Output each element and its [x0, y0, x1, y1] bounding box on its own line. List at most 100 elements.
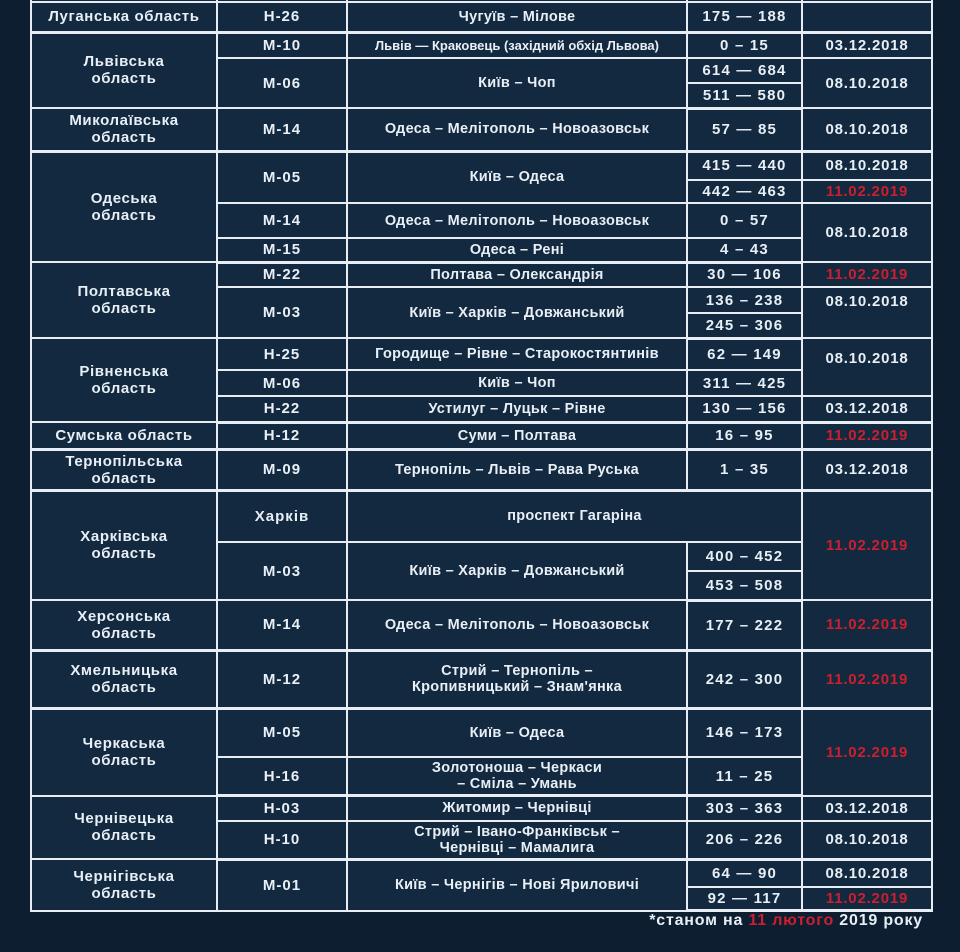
date-cell: 08.10.2018 [801, 286, 933, 339]
km-range-cell: 400 – 452 [686, 541, 803, 572]
km-range-cell: 16 – 95 [686, 421, 803, 451]
km-range-cell: 175 — 188 [686, 1, 803, 34]
road-code-cell: Н-26 [216, 1, 348, 34]
date-cell: 03.12.2018 [801, 794, 933, 822]
km-range-cell: 11 – 25 [686, 756, 803, 797]
road-code-cell: М-09 [216, 448, 348, 492]
table-row: Рівненська область Н-25 Городище – Рівне… [30, 337, 933, 423]
table-row: Хмельницька область М-12 Стрий – Тернопі… [30, 649, 933, 710]
route-cell: Київ – Чернігів – Нові Яриловичі [346, 858, 688, 912]
km-range-cell: 0 – 57 [686, 202, 803, 239]
km-range-cell: 245 – 306 [686, 312, 803, 340]
km-range-cell: 136 – 238 [686, 286, 803, 314]
date-cell: 11.02.2019 [801, 886, 933, 912]
footnote: *станом на 11 лютого 2019 року [649, 912, 923, 930]
road-code-cell: М-06 [216, 57, 348, 109]
route-cell: Київ – Одеса [346, 707, 688, 758]
region-cell: Чернігівська область [30, 858, 218, 912]
table-row: Полтавська область М-22 Полтава – Олекса… [30, 261, 933, 339]
table-row: Луганська область Н-26 Чугуїв – Мілове 1… [30, 1, 933, 34]
route-cell: Київ – Одеса [346, 150, 688, 204]
region-cell: Львівська область [30, 31, 218, 109]
date-cell [801, 1, 933, 34]
road-code-cell: М-01 [216, 858, 348, 912]
route-cell: Суми – Полтава [346, 421, 688, 451]
road-code-cell: М-03 [216, 286, 348, 339]
road-repair-table: Луганська область Н-26 Чугуїв – Мілове 1… [30, 0, 933, 912]
table-row: Черкаська область М-05 Київ – Одеса 146 … [30, 707, 933, 797]
table-row: 442 — 463 11.02.2019 [31, 179, 933, 204]
region-cell: Сумська область [30, 421, 218, 451]
km-range-cell: 1 – 35 [686, 448, 803, 492]
road-code-cell: Н-25 [216, 337, 348, 371]
table-row: М-03 Київ – Харків – Довжанський 136 – 2… [31, 286, 933, 339]
km-range-cell: 511 — 580 [686, 82, 803, 110]
km-range-cell: 242 – 300 [686, 649, 803, 710]
date-cell: 08.10.2018 [801, 150, 933, 181]
table-row: Харківська область Харків проспект Гагар… [30, 489, 933, 601]
km-range-cell: 64 — 90 [686, 858, 803, 888]
table-row: 245 – 306 [31, 312, 932, 340]
road-code-cell: М-22 [216, 261, 348, 288]
route-cell: Стрий – Івано-Франківськ – Чернівці – Ма… [346, 819, 688, 861]
km-range-cell: 0 – 15 [686, 31, 803, 59]
km-range-cell: 4 – 43 [686, 237, 803, 264]
footnote-suffix: 2019 року [834, 912, 923, 929]
km-range-cell: 311 — 425 [686, 369, 803, 397]
route-cell: Київ – Харків – Довжанський [346, 541, 688, 601]
km-range-cell: 57 — 85 [686, 107, 803, 153]
table-row: Чернігівська область М-01 Київ – Чернігі… [30, 858, 933, 912]
road-code-cell: М-03 [216, 541, 348, 601]
km-range-cell: 442 — 463 [686, 179, 803, 204]
table-row: Сумська область Н-12 Суми – Полтава 16 –… [30, 421, 933, 451]
table-row: Н-10 Стрий – Івано-Франківськ – Чернівці… [31, 819, 933, 861]
km-range-cell: 453 – 508 [686, 570, 803, 602]
date-cell: 08.10.2018 [801, 819, 933, 861]
date-cell: 11.02.2019 [801, 707, 933, 797]
region-cell: Чернівецька область [30, 794, 218, 860]
road-code-cell: Н-03 [216, 794, 348, 822]
table-row: М-14 Одеса – Мелітополь – Новоазовськ 0 … [31, 202, 933, 263]
road-code-cell: Н-10 [216, 819, 348, 861]
date-cell: 11.02.2019 [801, 649, 933, 710]
road-code-cell: М-05 [216, 150, 348, 204]
region-cell: Харківська область [30, 489, 218, 601]
route-cell: Одеса – Мелітополь – Новоазовськ [346, 202, 688, 239]
region-cell: Луганська область [30, 1, 218, 34]
region-cell: Миколаївська область [30, 107, 218, 153]
km-range-cell: 62 — 149 [686, 337, 803, 371]
date-cell: 11.02.2019 [801, 261, 933, 288]
table-row: Н-16 Золотоноша – Черкаси – Сміла – Уман… [31, 756, 932, 797]
table-row: М-06 Київ – Чоп 311 — 425 [31, 369, 932, 397]
route-cell: проспект Гагаріна [346, 489, 803, 543]
road-code-cell: М-06 [216, 369, 348, 397]
road-code-cell: М-10 [216, 31, 348, 59]
date-cell: 08.10.2018 [801, 107, 933, 153]
route-cell: Устилуг – Луцьк – Рівне [346, 395, 688, 424]
table-row: М-15 Одеса – Рені 4 – 43 [31, 237, 932, 264]
table-row: Одеська область М-05 Київ – Одеса 415 — … [30, 150, 933, 263]
date-cell: 03.12.2018 [801, 395, 933, 424]
road-code-cell: М-12 [216, 649, 348, 710]
route-cell: Городище – Рівне – Старокостянтинів [346, 337, 688, 371]
table-row: Чернівецька область Н-03 Житомир – Черні… [30, 794, 933, 860]
footnote-date-highlight: 11 лютого [748, 912, 835, 929]
date-cell: 11.02.2019 [801, 179, 933, 204]
route-cell: Київ – Чоп [346, 369, 688, 397]
date-cell: 03.12.2018 [801, 448, 933, 492]
route-cell: Одеса – Рені [346, 237, 688, 264]
road-code-cell: М-15 [216, 237, 348, 264]
route-cell: Одеса – Мелітополь – Новоазовськ [346, 107, 688, 153]
road-code-cell: М-14 [216, 202, 348, 239]
region-cell: Рівненська область [30, 337, 218, 423]
km-range-cell: 30 — 106 [686, 261, 803, 288]
table-row: Львівська область М-10 Львів — Краковець… [30, 31, 933, 109]
km-range-cell: 614 — 684 [686, 57, 803, 84]
route-cell: Чугуїв – Мілове [346, 1, 688, 34]
date-cell: 11.02.2019 [801, 599, 933, 652]
date-cell: 08.10.2018 [801, 57, 933, 109]
route-cell: Житомир – Чернівці [346, 794, 688, 822]
region-cell: Тернопільська область [30, 448, 218, 492]
road-code-cell: Харків [216, 489, 348, 543]
table-row: Херсонська область М-14 Одеса – Мелітопо… [30, 599, 933, 652]
